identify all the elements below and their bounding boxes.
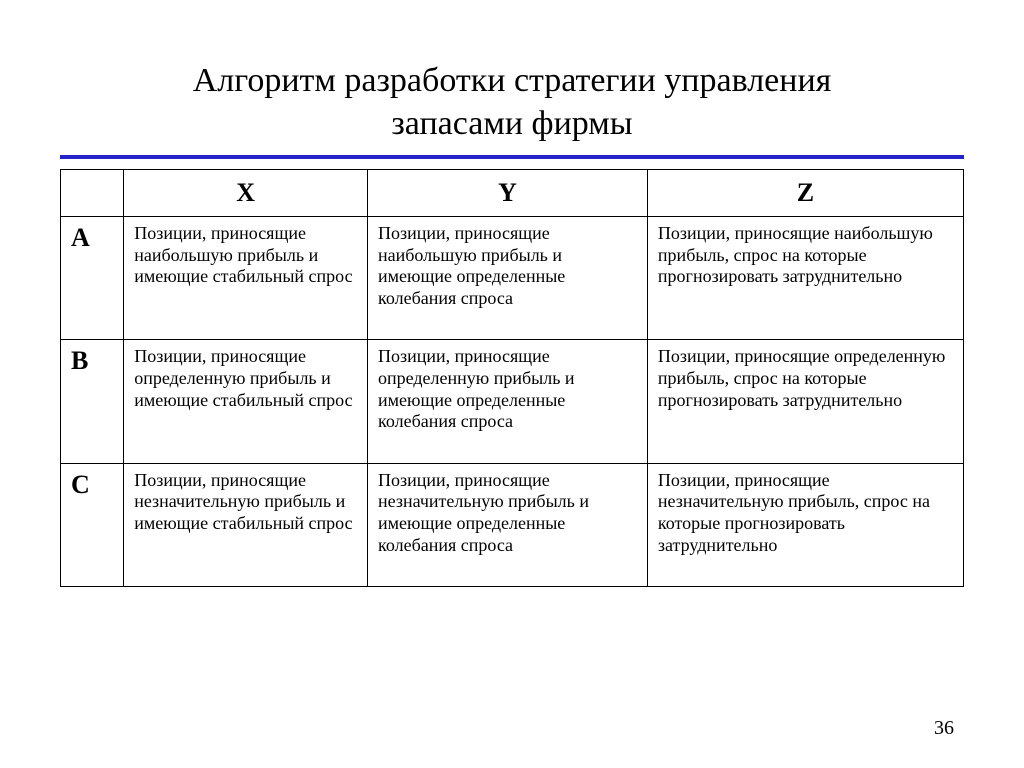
table-row: A Позиции, приносящие наибольшую прибыль… <box>61 217 964 340</box>
rowhead-c: C <box>61 463 124 586</box>
table-row: B Позиции, приносящие определенную прибы… <box>61 340 964 463</box>
slide-title: Алгоритм разработки стратегии управления… <box>60 60 964 145</box>
cell-text: Позиции, приносящие определенную прибыль… <box>658 346 953 411</box>
cell-text: Позиции, приносящие определенную прибыль… <box>134 346 357 411</box>
cell-a-x: Позиции, приносящие наибольшую прибыль и… <box>124 217 368 340</box>
title-line-2: запасами фирмы <box>391 105 632 142</box>
title-divider <box>60 155 964 159</box>
rowhead-a: A <box>61 217 124 340</box>
cell-text: Позиции, приносящие наибольшую прибыль и… <box>134 223 357 288</box>
cell-text: Позиции, приносящие незначительную прибы… <box>378 470 637 556</box>
table-header-row: X Y Z <box>61 170 964 217</box>
cell-c-z: Позиции, приносящие незначительную прибы… <box>647 463 963 586</box>
cell-b-y: Позиции, приносящие определенную прибыль… <box>368 340 648 463</box>
header-x: X <box>124 170 368 217</box>
page-number: 36 <box>934 717 954 740</box>
rowhead-b: B <box>61 340 124 463</box>
header-z: Z <box>647 170 963 217</box>
cell-text: Позиции, приносящие незначительную прибы… <box>134 470 357 535</box>
cell-c-y: Позиции, приносящие незначительную прибы… <box>368 463 648 586</box>
cell-text: Позиции, приносящие определенную прибыль… <box>378 346 637 432</box>
cell-a-z: Позиции, приносящие наибольшую прибыль, … <box>647 217 963 340</box>
header-corner <box>61 170 124 217</box>
cell-c-x: Позиции, приносящие незначительную прибы… <box>124 463 368 586</box>
table-row: C Позиции, приносящие незначительную при… <box>61 463 964 586</box>
title-line-1: Алгоритм разработки стратегии управления <box>193 62 832 99</box>
cell-text: Позиции, приносящие незначительную прибы… <box>658 470 953 556</box>
cell-a-y: Позиции, приносящие наибольшую прибыль и… <box>368 217 648 340</box>
cell-b-x: Позиции, приносящие определенную прибыль… <box>124 340 368 463</box>
cell-b-z: Позиции, приносящие определенную прибыль… <box>647 340 963 463</box>
strategy-matrix-table: X Y Z A Позиции, приносящие наибольшую п… <box>60 169 964 587</box>
header-y: Y <box>368 170 648 217</box>
cell-text: Позиции, приносящие наибольшую прибыль и… <box>378 223 637 309</box>
cell-text: Позиции, приносящие наибольшую прибыль, … <box>658 223 953 288</box>
slide: Алгоритм разработки стратегии управления… <box>0 0 1024 768</box>
